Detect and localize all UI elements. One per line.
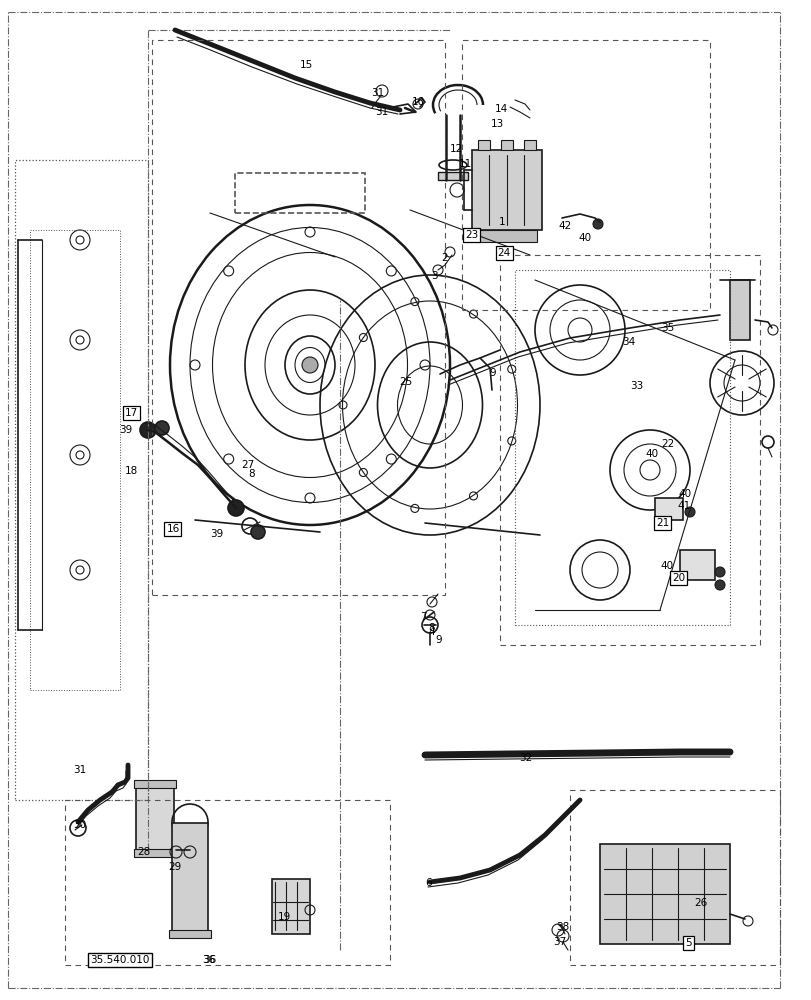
Text: 31: 31 <box>371 88 384 98</box>
Text: 35.540.010: 35.540.010 <box>90 955 150 965</box>
Text: 11: 11 <box>458 159 471 169</box>
Bar <box>476 230 536 242</box>
Bar <box>599 844 729 944</box>
Bar <box>679 550 714 580</box>
Text: 15: 15 <box>300 60 313 70</box>
Text: 34: 34 <box>621 337 634 347</box>
Bar <box>134 849 176 857</box>
Text: 28: 28 <box>137 847 150 857</box>
Text: 26: 26 <box>693 898 706 908</box>
Bar <box>272 879 310 934</box>
Text: 20: 20 <box>672 573 684 583</box>
Circle shape <box>714 580 724 590</box>
Circle shape <box>251 525 264 539</box>
Text: 4: 4 <box>428 627 435 637</box>
Text: 21: 21 <box>655 518 668 528</box>
Text: 33: 33 <box>629 381 642 391</box>
Text: 29: 29 <box>168 862 181 872</box>
Text: 1: 1 <box>498 217 504 227</box>
Bar <box>437 172 467 180</box>
Bar <box>172 823 208 935</box>
Text: 14: 14 <box>494 104 507 114</box>
Text: 40: 40 <box>645 449 658 459</box>
Text: 9: 9 <box>489 368 496 378</box>
Bar <box>234 173 365 213</box>
Circle shape <box>592 219 603 229</box>
Text: 42: 42 <box>558 221 571 231</box>
Text: 32: 32 <box>519 753 532 763</box>
Text: 6: 6 <box>425 878 431 888</box>
Text: 12: 12 <box>449 144 462 154</box>
Text: 40: 40 <box>660 561 673 571</box>
Bar <box>169 930 211 938</box>
Text: 38: 38 <box>556 922 569 932</box>
Text: 40: 40 <box>577 233 590 243</box>
Text: 9: 9 <box>435 635 441 645</box>
Text: 7: 7 <box>420 612 427 622</box>
Text: 2: 2 <box>441 253 448 263</box>
Circle shape <box>302 357 318 373</box>
Text: 13: 13 <box>491 119 504 129</box>
Text: 19: 19 <box>277 912 290 922</box>
Text: 31: 31 <box>375 107 388 117</box>
Text: 36: 36 <box>202 955 215 965</box>
Bar <box>471 150 541 230</box>
Text: 41: 41 <box>677 501 690 511</box>
Text: 39: 39 <box>210 529 223 539</box>
Circle shape <box>684 507 694 517</box>
Bar <box>134 780 176 788</box>
Bar <box>478 140 489 150</box>
Text: 16: 16 <box>166 524 179 534</box>
Circle shape <box>139 422 156 438</box>
Text: 5: 5 <box>684 938 691 948</box>
Circle shape <box>714 567 724 577</box>
Bar <box>654 498 682 520</box>
Text: 8: 8 <box>428 623 435 633</box>
Text: 36: 36 <box>203 955 216 965</box>
Text: 39: 39 <box>119 425 132 435</box>
Text: 18: 18 <box>125 466 138 476</box>
Circle shape <box>155 421 169 435</box>
Circle shape <box>228 500 243 516</box>
Text: 31: 31 <box>73 765 86 775</box>
Text: 17: 17 <box>125 408 138 418</box>
Bar <box>523 140 535 150</box>
Text: 27: 27 <box>241 460 254 470</box>
Text: 24: 24 <box>497 248 510 258</box>
Text: 25: 25 <box>399 377 412 387</box>
Text: 30: 30 <box>73 820 86 830</box>
Text: 22: 22 <box>660 439 673 449</box>
Text: 8: 8 <box>248 469 255 479</box>
Text: 37: 37 <box>553 937 566 947</box>
Bar <box>135 785 174 850</box>
Text: 23: 23 <box>465 230 478 240</box>
Bar <box>729 280 749 340</box>
Bar <box>500 140 513 150</box>
Text: 40: 40 <box>677 489 690 499</box>
Text: 10: 10 <box>411 97 424 107</box>
Text: 3: 3 <box>431 271 437 281</box>
Text: 35: 35 <box>660 323 673 333</box>
